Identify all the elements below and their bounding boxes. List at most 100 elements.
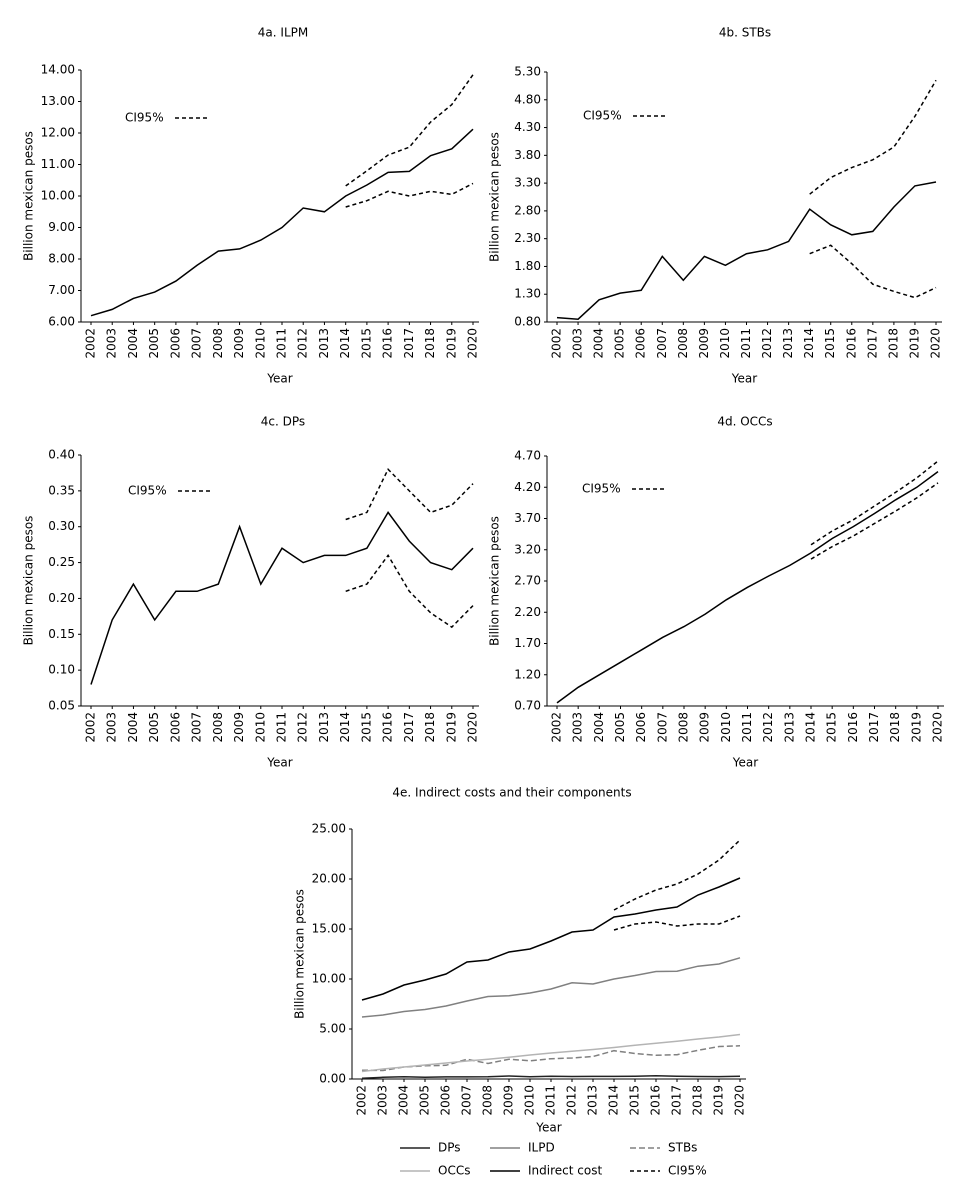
x-tick-label: 2015 — [628, 1085, 642, 1116]
series-line — [361, 1033, 741, 1073]
x-tick-label: 2012 — [296, 712, 310, 743]
series-line — [556, 181, 937, 320]
x-tick-label: 2011 — [275, 712, 289, 743]
x-tick-label: 2007 — [460, 1085, 474, 1116]
x-tick-label: 2012 — [760, 328, 774, 359]
x-tick-label: 2006 — [168, 712, 182, 743]
x-tick-label: 2014 — [804, 712, 818, 743]
x-tick-label: 2018 — [423, 328, 437, 359]
series-line — [613, 839, 741, 911]
y-tick-label: 0.80 — [514, 315, 541, 329]
x-tick-label: 2005 — [418, 1085, 432, 1116]
x-tick-label: 2004 — [126, 712, 140, 743]
x-tick-label: 2009 — [232, 328, 246, 359]
x-tick-label: 2015 — [825, 712, 839, 743]
x-axis-label: Year — [732, 756, 758, 770]
x-tick-label: 2010 — [253, 712, 267, 743]
x-tick-label: 2008 — [677, 712, 691, 743]
y-axis-label: Billion mexican pesos — [293, 889, 307, 1019]
series-line — [345, 554, 474, 629]
x-tick-label: 2004 — [592, 328, 606, 359]
x-tick-label: 2009 — [502, 1085, 516, 1116]
series-line — [809, 244, 937, 299]
y-tick-label: 0.15 — [48, 627, 75, 641]
x-tick-label: 2011 — [275, 328, 289, 359]
series-line — [345, 468, 474, 521]
x-tick-label: 2011 — [739, 328, 753, 359]
series-line — [361, 877, 741, 1001]
y-tick-label: 5.30 — [514, 65, 541, 79]
y-tick-label: 0.05 — [48, 699, 75, 713]
x-tick-label: 2005 — [147, 712, 161, 743]
x-tick-label: 2020 — [929, 328, 943, 359]
x-tick-label: 2013 — [586, 1085, 600, 1116]
x-tick-label: 2015 — [823, 328, 837, 359]
series-line — [809, 79, 937, 195]
y-tick-label: 11.00 — [41, 157, 75, 171]
x-tick-label: 2002 — [550, 712, 564, 743]
legend-label: Indirect cost — [528, 1164, 602, 1178]
y-tick-label: 2.30 — [514, 231, 541, 245]
x-tick-label: 2003 — [376, 1085, 390, 1116]
x-tick-label: 2019 — [907, 328, 921, 359]
x-tick-label: 2006 — [439, 1085, 453, 1116]
chart-title: 4c. DPs — [261, 415, 305, 429]
y-tick-label: 1.70 — [514, 636, 541, 650]
y-tick-label: 0.25 — [48, 555, 75, 569]
chart-title: 4e. Indirect costs and their components — [392, 786, 631, 800]
x-tick-label: 2019 — [444, 328, 458, 359]
y-tick-label: 5.00 — [319, 1022, 346, 1036]
x-tick-label: 2014 — [802, 328, 816, 359]
series-line — [556, 470, 939, 704]
series-line — [361, 957, 741, 1018]
x-tick-label: 2007 — [190, 328, 204, 359]
y-tick-label: 6.00 — [48, 315, 75, 329]
legend-label: CI95% — [668, 1164, 707, 1178]
y-tick-label: 1.20 — [514, 667, 541, 681]
x-tick-label: 2015 — [359, 328, 373, 359]
x-tick-label: 2011 — [740, 712, 754, 743]
x-tick-label: 2006 — [634, 712, 648, 743]
y-tick-label: 0.70 — [514, 699, 541, 713]
x-tick-label: 2016 — [381, 712, 395, 743]
x-tick-label: 2019 — [444, 712, 458, 743]
y-tick-label: 1.80 — [514, 259, 541, 273]
x-tick-label: 2011 — [544, 1085, 558, 1116]
y-tick-label: 3.20 — [514, 542, 541, 556]
x-axis-label: Year — [266, 372, 292, 386]
x-tick-label: 2020 — [733, 1085, 747, 1116]
x-tick-label: 2003 — [105, 712, 119, 743]
x-axis-label: Year — [535, 1121, 561, 1135]
x-tick-label: 2017 — [402, 712, 416, 743]
x-tick-label: 2005 — [147, 328, 161, 359]
x-tick-label: 2002 — [84, 712, 98, 743]
legend-label: CI95% — [125, 111, 164, 125]
y-tick-label: 0.10 — [48, 663, 75, 677]
y-tick-label: 0.35 — [48, 483, 75, 497]
series-line — [345, 182, 474, 208]
y-tick-label: 0.00 — [319, 1072, 346, 1086]
x-tick-label: 2010 — [253, 328, 267, 359]
y-axis-label: Billion mexican pesos — [22, 131, 36, 261]
y-tick-label: 7.00 — [48, 283, 75, 297]
y-tick-label: 13.00 — [41, 94, 75, 108]
legend-label: DPs — [438, 1141, 461, 1155]
y-tick-label: 4.70 — [514, 449, 541, 463]
x-tick-label: 2009 — [232, 712, 246, 743]
series-line — [345, 74, 474, 187]
x-tick-label: 2014 — [338, 328, 352, 359]
x-tick-label: 2017 — [867, 712, 881, 743]
x-tick-label: 2005 — [613, 712, 627, 743]
x-axis-label: Year — [266, 756, 292, 770]
x-tick-label: 2019 — [712, 1085, 726, 1116]
y-tick-label: 14.00 — [41, 63, 75, 77]
x-tick-label: 2004 — [126, 328, 140, 359]
x-tick-label: 2017 — [865, 328, 879, 359]
series-line — [90, 511, 474, 685]
y-axis-label: Billion mexican pesos — [22, 516, 36, 646]
x-tick-label: 2002 — [355, 1085, 369, 1116]
y-tick-label: 4.30 — [514, 120, 541, 134]
legend-label: OCCs — [438, 1164, 470, 1178]
x-tick-label: 2017 — [670, 1085, 684, 1116]
